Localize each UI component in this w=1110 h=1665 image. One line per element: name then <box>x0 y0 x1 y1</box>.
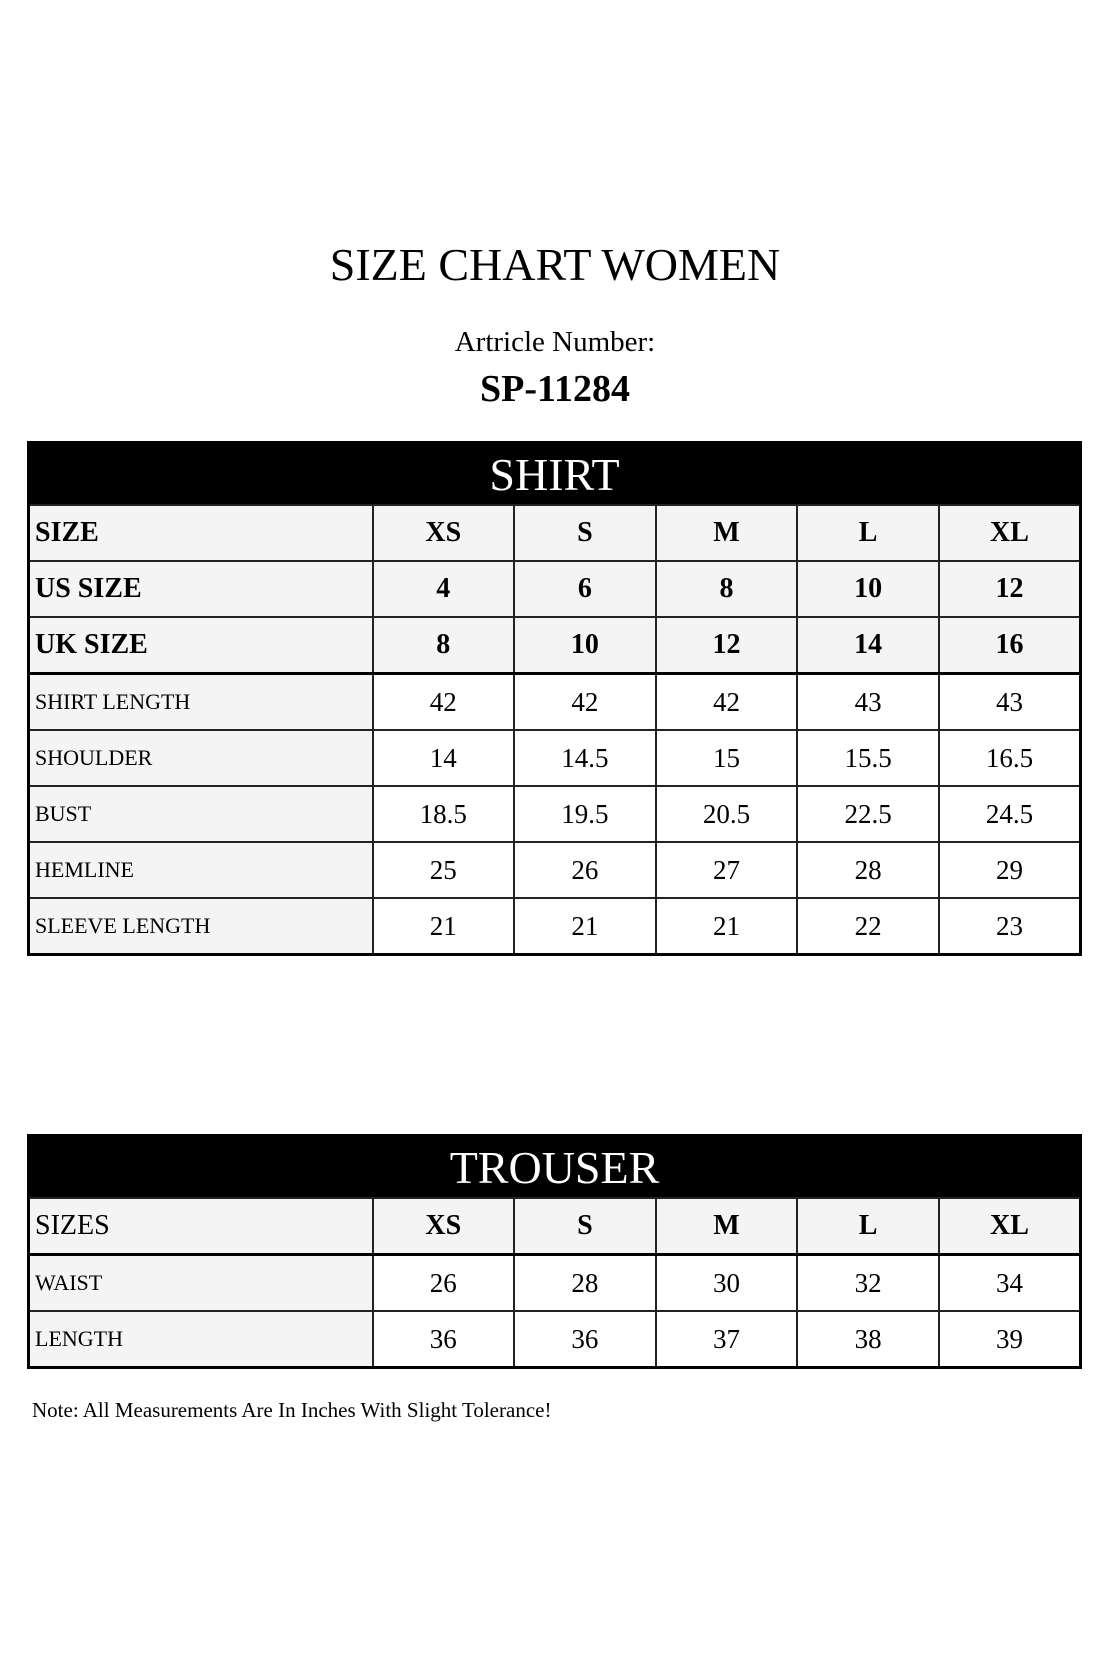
article-number-label: Artricle Number: <box>454 326 656 358</box>
table-cell: 10 <box>796 560 940 618</box>
row-label: BUST <box>27 785 374 843</box>
table-cell: XL <box>937 504 1082 562</box>
table-row: BUST 18.5 19.5 20.5 22.5 24.5 <box>27 785 1082 843</box>
table-cell: 30 <box>654 1253 799 1312</box>
table-cell: 4 <box>371 560 516 618</box>
table-row: LENGTH 36 36 37 38 39 <box>27 1310 1082 1369</box>
trouser-size-table: TROUSER SIZES XS S M L XL WAIST 26 28 30 32 34 LENGT… <box>27 1134 1082 1369</box>
table-cell: L <box>796 504 940 562</box>
table-cell: 37 <box>654 1310 799 1369</box>
table-cell: 15 <box>654 729 799 787</box>
row-label: SHIRT LENGTH <box>27 672 374 731</box>
table-cell: M <box>654 504 799 562</box>
table-cell: 14 <box>371 729 516 787</box>
table-cell: L <box>796 1197 940 1256</box>
table-cell: 18.5 <box>371 785 516 843</box>
table-cell: 19.5 <box>513 785 657 843</box>
page-title: SIZE CHART WOMEN <box>329 239 781 290</box>
table-row: SIZE XS S M L XL <box>27 504 1082 562</box>
row-label: UK SIZE <box>27 616 374 675</box>
table-cell: 24.5 <box>937 785 1082 843</box>
row-label: WAIST <box>27 1253 374 1312</box>
table-row: SHIRT LENGTH 42 42 42 43 43 <box>27 672 1082 731</box>
row-label: SIZE <box>27 504 374 562</box>
table-cell: 14.5 <box>513 729 657 787</box>
table-cell: 43 <box>796 672 940 731</box>
table-cell: XL <box>937 1197 1082 1256</box>
row-label: SLEEVE LENGTH <box>27 897 374 956</box>
table-cell: 42 <box>513 672 657 731</box>
row-label: US SIZE <box>27 560 374 618</box>
table-cell: 22.5 <box>796 785 940 843</box>
table-cell: 6 <box>513 560 657 618</box>
measurement-note: Note: All Measurements Are In Inches Wit… <box>32 1398 552 1422</box>
row-label: SIZES <box>27 1197 374 1256</box>
table-cell: 27 <box>654 841 799 899</box>
table-cell: 12 <box>654 616 799 675</box>
table-cell: 23 <box>937 897 1082 956</box>
table-row: US SIZE 4 6 8 10 12 <box>27 560 1082 618</box>
table-cell: 21 <box>513 897 657 956</box>
row-label: SHOULDER <box>27 729 374 787</box>
table-cell: 34 <box>937 1253 1082 1312</box>
table-cell: 36 <box>371 1310 516 1369</box>
table-cell: 21 <box>654 897 799 956</box>
table-cell: 14 <box>796 616 940 675</box>
table-cell: 12 <box>937 560 1082 618</box>
table-row: SLEEVE LENGTH 21 21 21 22 23 <box>27 897 1082 956</box>
table-cell: 32 <box>796 1253 940 1312</box>
table-cell: 8 <box>654 560 799 618</box>
table-cell: 43 <box>937 672 1082 731</box>
article-number: SP-11284 <box>480 368 630 410</box>
table-row: UK SIZE 8 10 12 14 16 <box>27 616 1082 675</box>
table-cell: 16.5 <box>937 729 1082 787</box>
table-cell: 8 <box>371 616 516 675</box>
table-cell: S <box>513 504 657 562</box>
table-cell: 25 <box>371 841 516 899</box>
shirt-size-table: SHIRT SIZE XS S M L XL US SIZE 4 6 8 10 12 UK SIZE 8 1… <box>27 441 1082 956</box>
table-cell: 42 <box>371 672 516 731</box>
table-cell: 10 <box>513 616 657 675</box>
table-cell: 22 <box>796 897 940 956</box>
table-cell: 42 <box>654 672 799 731</box>
table-cell: XS <box>371 504 516 562</box>
row-label: HEMLINE <box>27 841 374 899</box>
table-row: HEMLINE 25 26 27 28 29 <box>27 841 1082 899</box>
table-cell: 21 <box>371 897 516 956</box>
table-cell: 28 <box>796 841 940 899</box>
table-cell: 26 <box>371 1253 516 1312</box>
table-cell: 36 <box>513 1310 657 1369</box>
table-row: WAIST 26 28 30 32 34 <box>27 1253 1082 1312</box>
table-cell: S <box>513 1197 657 1256</box>
table-cell: 29 <box>937 841 1082 899</box>
row-label: LENGTH <box>27 1310 374 1369</box>
shirt-heading: SHIRT <box>28 442 1081 505</box>
table-cell: 38 <box>796 1310 940 1369</box>
table-cell: 39 <box>937 1310 1082 1369</box>
trouser-heading: TROUSER <box>28 1135 1081 1198</box>
table-cell: 15.5 <box>796 729 940 787</box>
table-cell: XS <box>371 1197 516 1256</box>
table-row: SHOULDER 14 14.5 15 15.5 16.5 <box>27 729 1082 787</box>
table-cell: 16 <box>937 616 1082 675</box>
table-cell: 20.5 <box>654 785 799 843</box>
table-cell: 28 <box>513 1253 657 1312</box>
table-cell: M <box>654 1197 799 1256</box>
table-row: SIZES XS S M L XL <box>27 1197 1082 1256</box>
table-cell: 26 <box>513 841 657 899</box>
